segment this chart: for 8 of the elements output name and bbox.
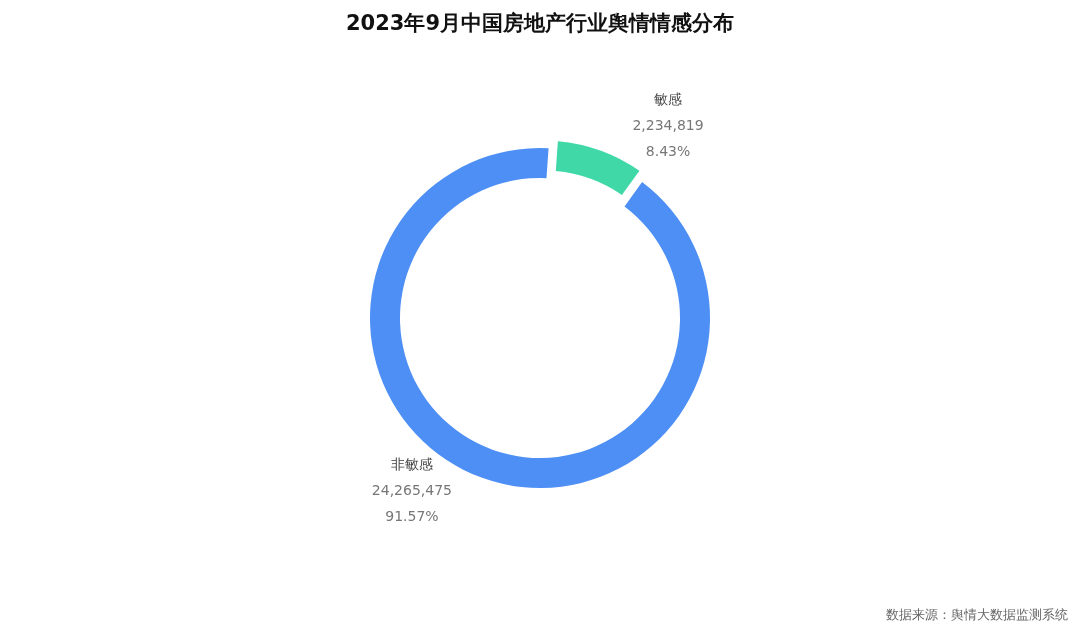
text: 8.43% <box>645 142 691 159</box>
slice-label: 非敏感 <box>390 456 433 473</box>
slice-label: 敏感 <box>654 90 683 107</box>
text: 91.57% <box>385 508 439 525</box>
data-label: 24,265,475 <box>371 482 453 499</box>
source-note: 数据来源：舆情大数据监测系统 <box>886 607 1068 622</box>
data-label: 2,234,819 <box>632 116 704 133</box>
chart-title: 2023年9月中国房地产行业舆情情感分布 <box>345 11 735 35</box>
